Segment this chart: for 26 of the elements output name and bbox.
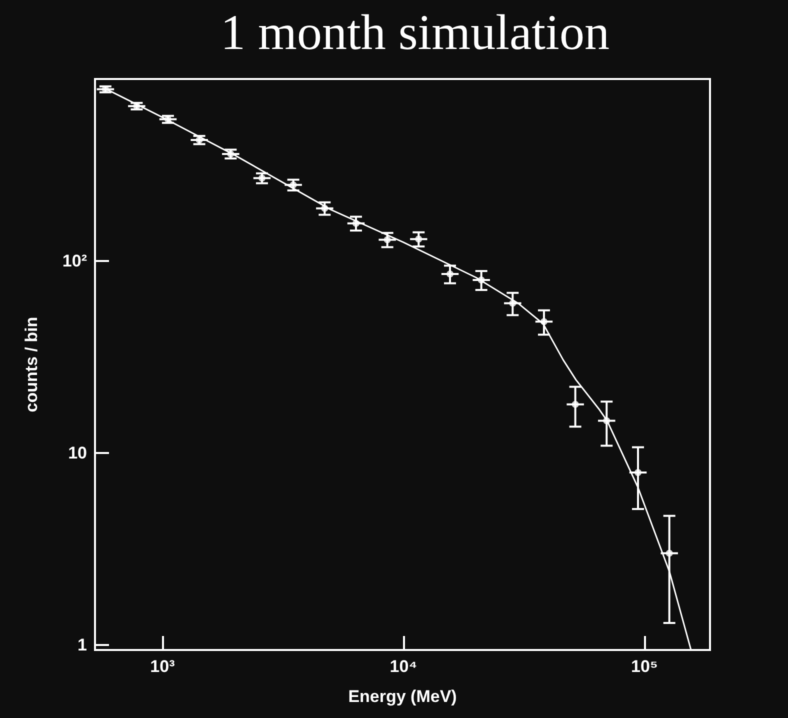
- point: [603, 417, 610, 424]
- point: [666, 550, 673, 557]
- chart-title: 1 month simulation: [220, 4, 610, 60]
- point: [634, 469, 642, 476]
- point: [446, 270, 454, 278]
- point: [258, 174, 266, 182]
- point: [196, 136, 203, 144]
- point: [321, 204, 328, 212]
- point: [227, 150, 234, 158]
- point: [164, 116, 172, 123]
- x-axis-title: Energy (MeV): [348, 687, 457, 706]
- y-axis-title: counts / bin: [22, 316, 41, 412]
- point: [509, 300, 516, 307]
- point: [352, 220, 360, 227]
- y-tick-label: 10²: [62, 251, 88, 270]
- x-tick-label: 10⁵: [631, 657, 658, 676]
- x-tick-label: 10⁴: [390, 657, 418, 676]
- x-tick-label: 10³: [150, 657, 176, 676]
- point: [415, 236, 422, 243]
- point: [290, 181, 297, 188]
- point: [384, 236, 391, 244]
- y-tick-label: 10: [68, 443, 87, 462]
- point: [478, 276, 485, 284]
- point: [572, 400, 579, 408]
- y-tick-label: 1: [78, 635, 87, 654]
- point: [540, 318, 548, 326]
